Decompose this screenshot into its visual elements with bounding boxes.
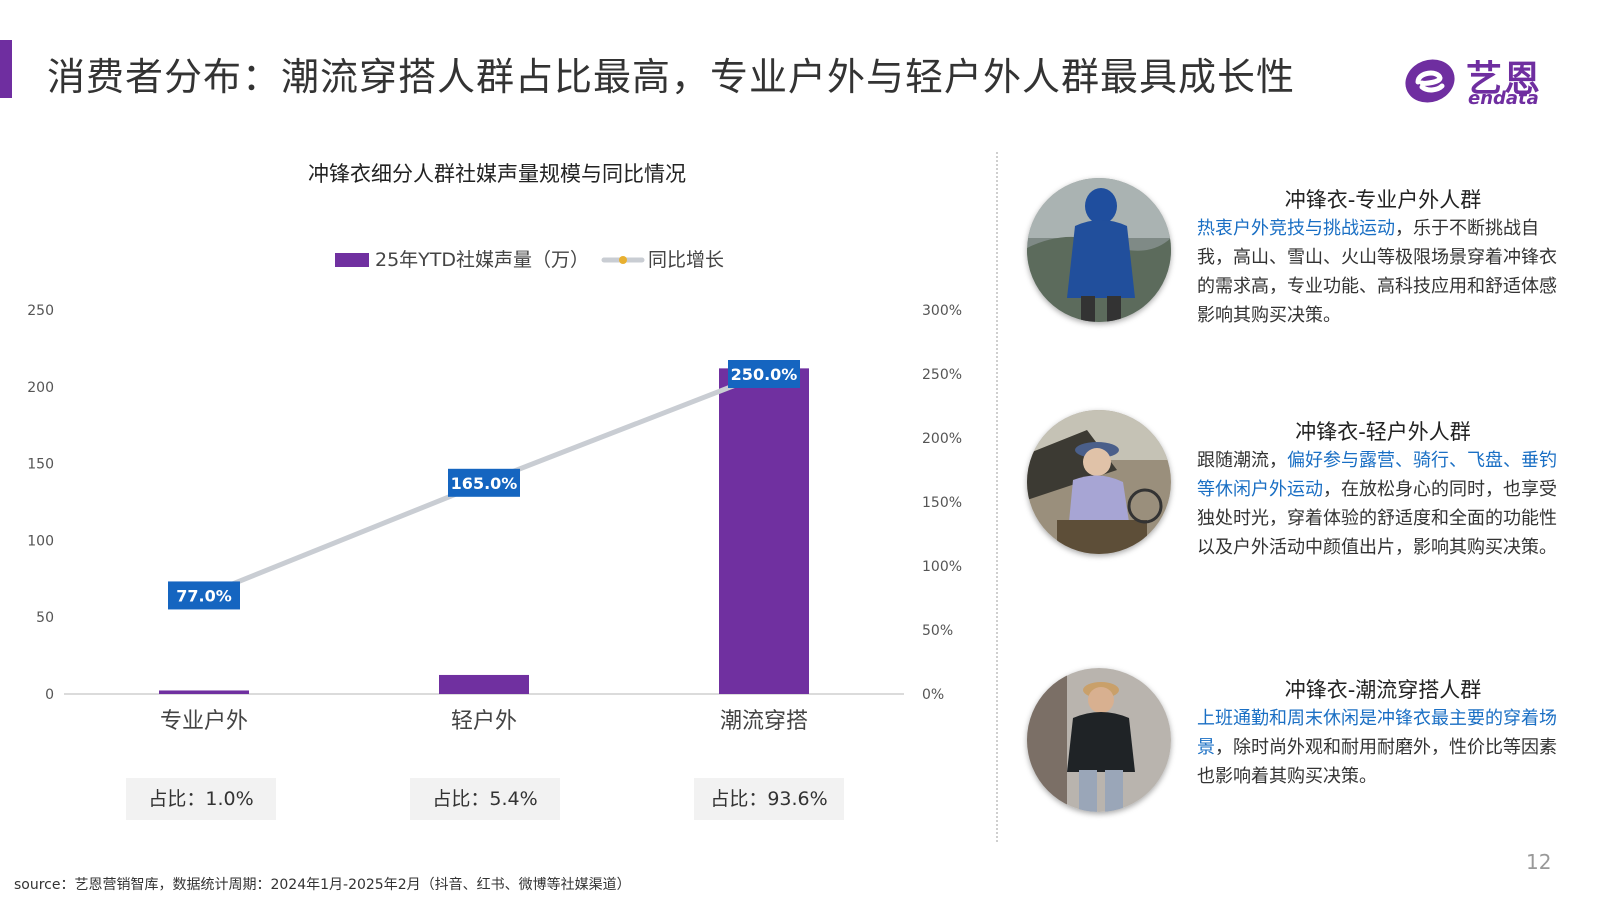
growth-label: 77.0%	[176, 586, 232, 605]
persona-desc-pre: 跟随潮流，	[1197, 450, 1287, 471]
growth-label: 165.0%	[451, 474, 518, 493]
persona-description: 上班通勤和周末休闲是冲锋衣最主要的穿着场景，除时尚外观和耐用耐磨外，性价比等因素…	[1197, 704, 1569, 791]
right-axis-tick: 0%	[922, 687, 944, 703]
persona-desc-post: ，在放松身心的同时，也享受独处时光，穿着体验的舒适度和全面的功能性以及户外活动中…	[1197, 479, 1557, 558]
right-axis-tick: 200%	[922, 431, 962, 447]
hiker-photo	[1027, 178, 1171, 322]
left-axis-tick: 150	[27, 457, 54, 473]
left-axis-tick: 250	[27, 303, 54, 319]
growth-label-box	[168, 581, 240, 610]
camper-photo	[1027, 410, 1171, 554]
logo-english-text: endata	[1468, 88, 1539, 109]
street-style-photo	[1027, 668, 1171, 812]
right-axis-tick: 150%	[922, 495, 962, 511]
logo-chinese-text: 艺恩	[1466, 59, 1543, 100]
endata-logo: 艺恩 endata	[1404, 50, 1574, 110]
persona-title: 冲锋衣-潮流穿搭人群	[1284, 678, 1482, 702]
persona-description: 跟随潮流，偏好参与露营、骑行、飞盘、垂钓等休闲户外运动，在放松身心的同时，也享受…	[1197, 446, 1569, 562]
title-accent-bar	[0, 40, 12, 98]
legend-bar-label: 25年YTD社媒声量（万）	[375, 249, 589, 271]
legend-bar-swatch	[335, 253, 369, 267]
right-axis-tick: 100%	[922, 559, 962, 575]
left-axis-tick: 0	[45, 687, 54, 703]
legend-line-label: 同比增长	[648, 249, 724, 271]
persona-highlight: 偏好参与露营、骑行、飞盘、垂钓等休闲户外运动	[1197, 450, 1557, 500]
category-label: 轻户外	[451, 709, 517, 734]
bar-2	[719, 368, 809, 694]
persona-highlight: 热衷户外竞技与挑战运动	[1197, 218, 1395, 239]
share-box-professional: 占比：1.0%	[126, 778, 276, 820]
vertical-divider	[996, 152, 998, 842]
category-label: 潮流穿搭	[720, 709, 808, 734]
category-label: 专业户外	[160, 709, 248, 734]
endata-logo-icon	[1405, 59, 1455, 103]
right-axis-tick: 300%	[922, 303, 962, 319]
right-axis-tick: 250%	[922, 367, 962, 383]
persona-title: 冲锋衣-轻户外人群	[1295, 420, 1471, 444]
share-box-trend: 占比：93.6%	[694, 778, 844, 820]
growth-label: 250.0%	[731, 365, 798, 384]
persona-highlight: 上班通勤和周末休闲是冲锋衣最主要的穿着场景	[1197, 708, 1557, 758]
left-axis-tick: 100	[27, 533, 54, 549]
persona-desc-post: ，乐于不断挑战自我，高山、雪山、火山等极限场景穿着冲锋衣的需求高，专业功能、高科…	[1197, 218, 1557, 326]
persona-desc-post: ，除时尚外观和耐用耐磨外，性价比等因素也影响着其购买决策。	[1197, 737, 1557, 787]
combo-chart: 25年YTD社媒声量（万） 同比增长 0 50 100 150 200 250 0% 50% 100…	[27, 249, 962, 734]
share-box-light: 占比：5.4%	[410, 778, 560, 820]
bar-1	[439, 674, 529, 694]
persona-title: 冲锋衣-专业户外人群	[1284, 188, 1482, 212]
right-axis-tick: 50%	[922, 623, 953, 639]
legend-line-marker	[619, 256, 627, 264]
persona-description: 热衷户外竞技与挑战运动，乐于不断挑战自我，高山、雪山、火山等极限场景穿着冲锋衣的…	[1197, 214, 1569, 330]
source-note: source：艺恩营销智库，数据统计周期：2024年1月-2025年2月（抖音、…	[14, 877, 631, 893]
page-title: 消费者分布：潮流穿搭人群占比最高，专业户外与轻户外人群最具成长性	[47, 55, 1296, 99]
left-axis-tick: 200	[27, 380, 54, 396]
left-axis-tick: 50	[36, 610, 54, 626]
chart-title: 冲锋衣细分人群社媒声量规模与同比情况	[308, 162, 686, 186]
growth-label-box	[728, 360, 800, 388]
bar-0	[159, 690, 249, 694]
growth-label-box	[448, 468, 520, 497]
page-number: 12	[1526, 850, 1552, 874]
